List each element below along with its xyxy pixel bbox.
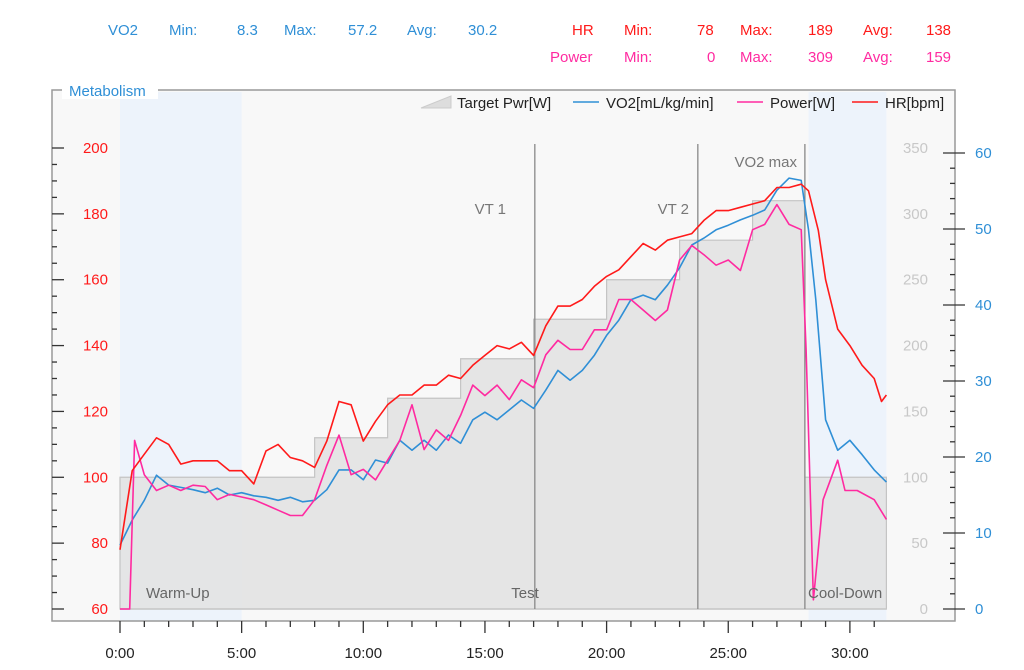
chart-axes-layer: 6080100120140160180200050100150200250300… [51, 89, 992, 662]
power-min-label: Min: [624, 49, 653, 66]
hr-min-value: 78 [697, 22, 714, 39]
x-axis-tick-label: 25:00 [709, 645, 747, 662]
phase-label-warmup: Warm-Up [146, 585, 210, 602]
power-stats: Power Min: 0 Max: 309 Avg: 159 [0, 49, 1024, 69]
left-axis-tick-label: 200 [83, 140, 108, 157]
left-axis-tick-label: 80 [91, 535, 108, 552]
series-line [119, 183, 888, 550]
power-min-value: 0 [707, 49, 716, 66]
x-axis-tick-label: 20:00 [588, 645, 626, 662]
left-axis-tick-label: 120 [83, 403, 108, 420]
legend-hr-label: HR[bpm] [885, 95, 944, 112]
phase-label-test: Test [511, 585, 539, 602]
vo2-avg-label: Avg: [407, 22, 437, 39]
vo2-min-value: 8.3 [237, 22, 258, 39]
vo2-min-label: Min: [169, 22, 198, 39]
power-axis-tick-label: 100 [903, 469, 928, 486]
power-avg-value: 159 [926, 49, 952, 66]
power-max-value: 309 [808, 49, 834, 66]
x-axis-tick-label: 5:00 [227, 645, 256, 662]
x-axis-tick-label: 15:00 [466, 645, 504, 662]
hr-min-label: Min: [624, 22, 653, 39]
vo2-max-label: Max: [284, 22, 317, 39]
vo2-axis-tick-label: 60 [975, 145, 992, 162]
power-axis-tick-label: 200 [903, 338, 928, 355]
left-axis-tick-label: 140 [83, 338, 108, 355]
hr-max-label: Max: [740, 22, 773, 39]
series-line [119, 177, 887, 546]
x-axis-tick-label: 0:00 [105, 645, 134, 662]
legend-target-swatch [420, 95, 452, 109]
hr-max-value: 189 [808, 22, 834, 39]
vo2-axis-tick-label: 0 [975, 601, 983, 618]
legend: Target Pwr[W] VO2[mL/kg/min] Power[W] HR… [420, 95, 944, 112]
power-axis-tick-label: 50 [911, 535, 928, 552]
power-axis-tick-label: 150 [903, 403, 928, 420]
hr-avg-label: Avg: [863, 22, 893, 39]
vo2-max-value: 57.2 [348, 22, 378, 39]
power-axis-tick-label: 250 [903, 272, 928, 289]
power-label: Power [550, 49, 593, 66]
vo2-axis-tick-label: 50 [975, 221, 992, 238]
marker-label-vt1: VT 1 [475, 201, 506, 218]
hr-stats: HR Min: 78 Max: 189 Avg: 138 [0, 22, 1024, 42]
power-axis-tick-label: 350 [903, 140, 928, 157]
title-gap [62, 81, 158, 99]
x-axis-tick-label: 30:00 [831, 645, 869, 662]
phase-label-cooldown: Cool-Down [808, 585, 882, 602]
vo2-stats: VO2 Min: 8.3 Max: 57.2 Avg: 30.2 [0, 22, 1024, 42]
hr-label: HR [572, 22, 594, 39]
power-avg-label: Avg: [863, 49, 893, 66]
chart-data-layer [119, 177, 888, 610]
chart-title: Metabolism [69, 83, 146, 100]
vo2-axis-tick-label: 20 [975, 449, 992, 466]
marker-label-vt2: VT 2 [658, 201, 689, 218]
x-axis-tick-label: 10:00 [345, 645, 383, 662]
vo2-axis-tick-label: 30 [975, 373, 992, 390]
vo2-axis-tick-label: 10 [975, 525, 992, 542]
legend-power-label: Power[W] [770, 95, 835, 112]
vo2-avg-value: 30.2 [468, 22, 498, 39]
left-axis-tick-label: 160 [83, 272, 108, 289]
left-axis-tick-label: 100 [83, 469, 108, 486]
chart-frame [51, 89, 956, 622]
series-line [120, 203, 888, 610]
vo2-axis-tick-label: 40 [975, 297, 992, 314]
power-axis-tick-label: 0 [920, 601, 928, 618]
chart-back-layer [52, 90, 955, 621]
legend-target-label: Target Pwr[W] [457, 95, 551, 112]
left-axis-tick-label: 180 [83, 206, 108, 223]
legend-vo2-label: VO2[mL/kg/min] [606, 95, 714, 112]
vo2-label: VO2 [108, 22, 139, 39]
left-axis-tick-label: 60 [91, 601, 108, 618]
hr-avg-value: 138 [926, 22, 952, 39]
marker-label-vo2max: VO2 max [734, 154, 797, 171]
power-max-label: Max: [740, 49, 773, 66]
power-axis-tick-label: 300 [903, 206, 928, 223]
